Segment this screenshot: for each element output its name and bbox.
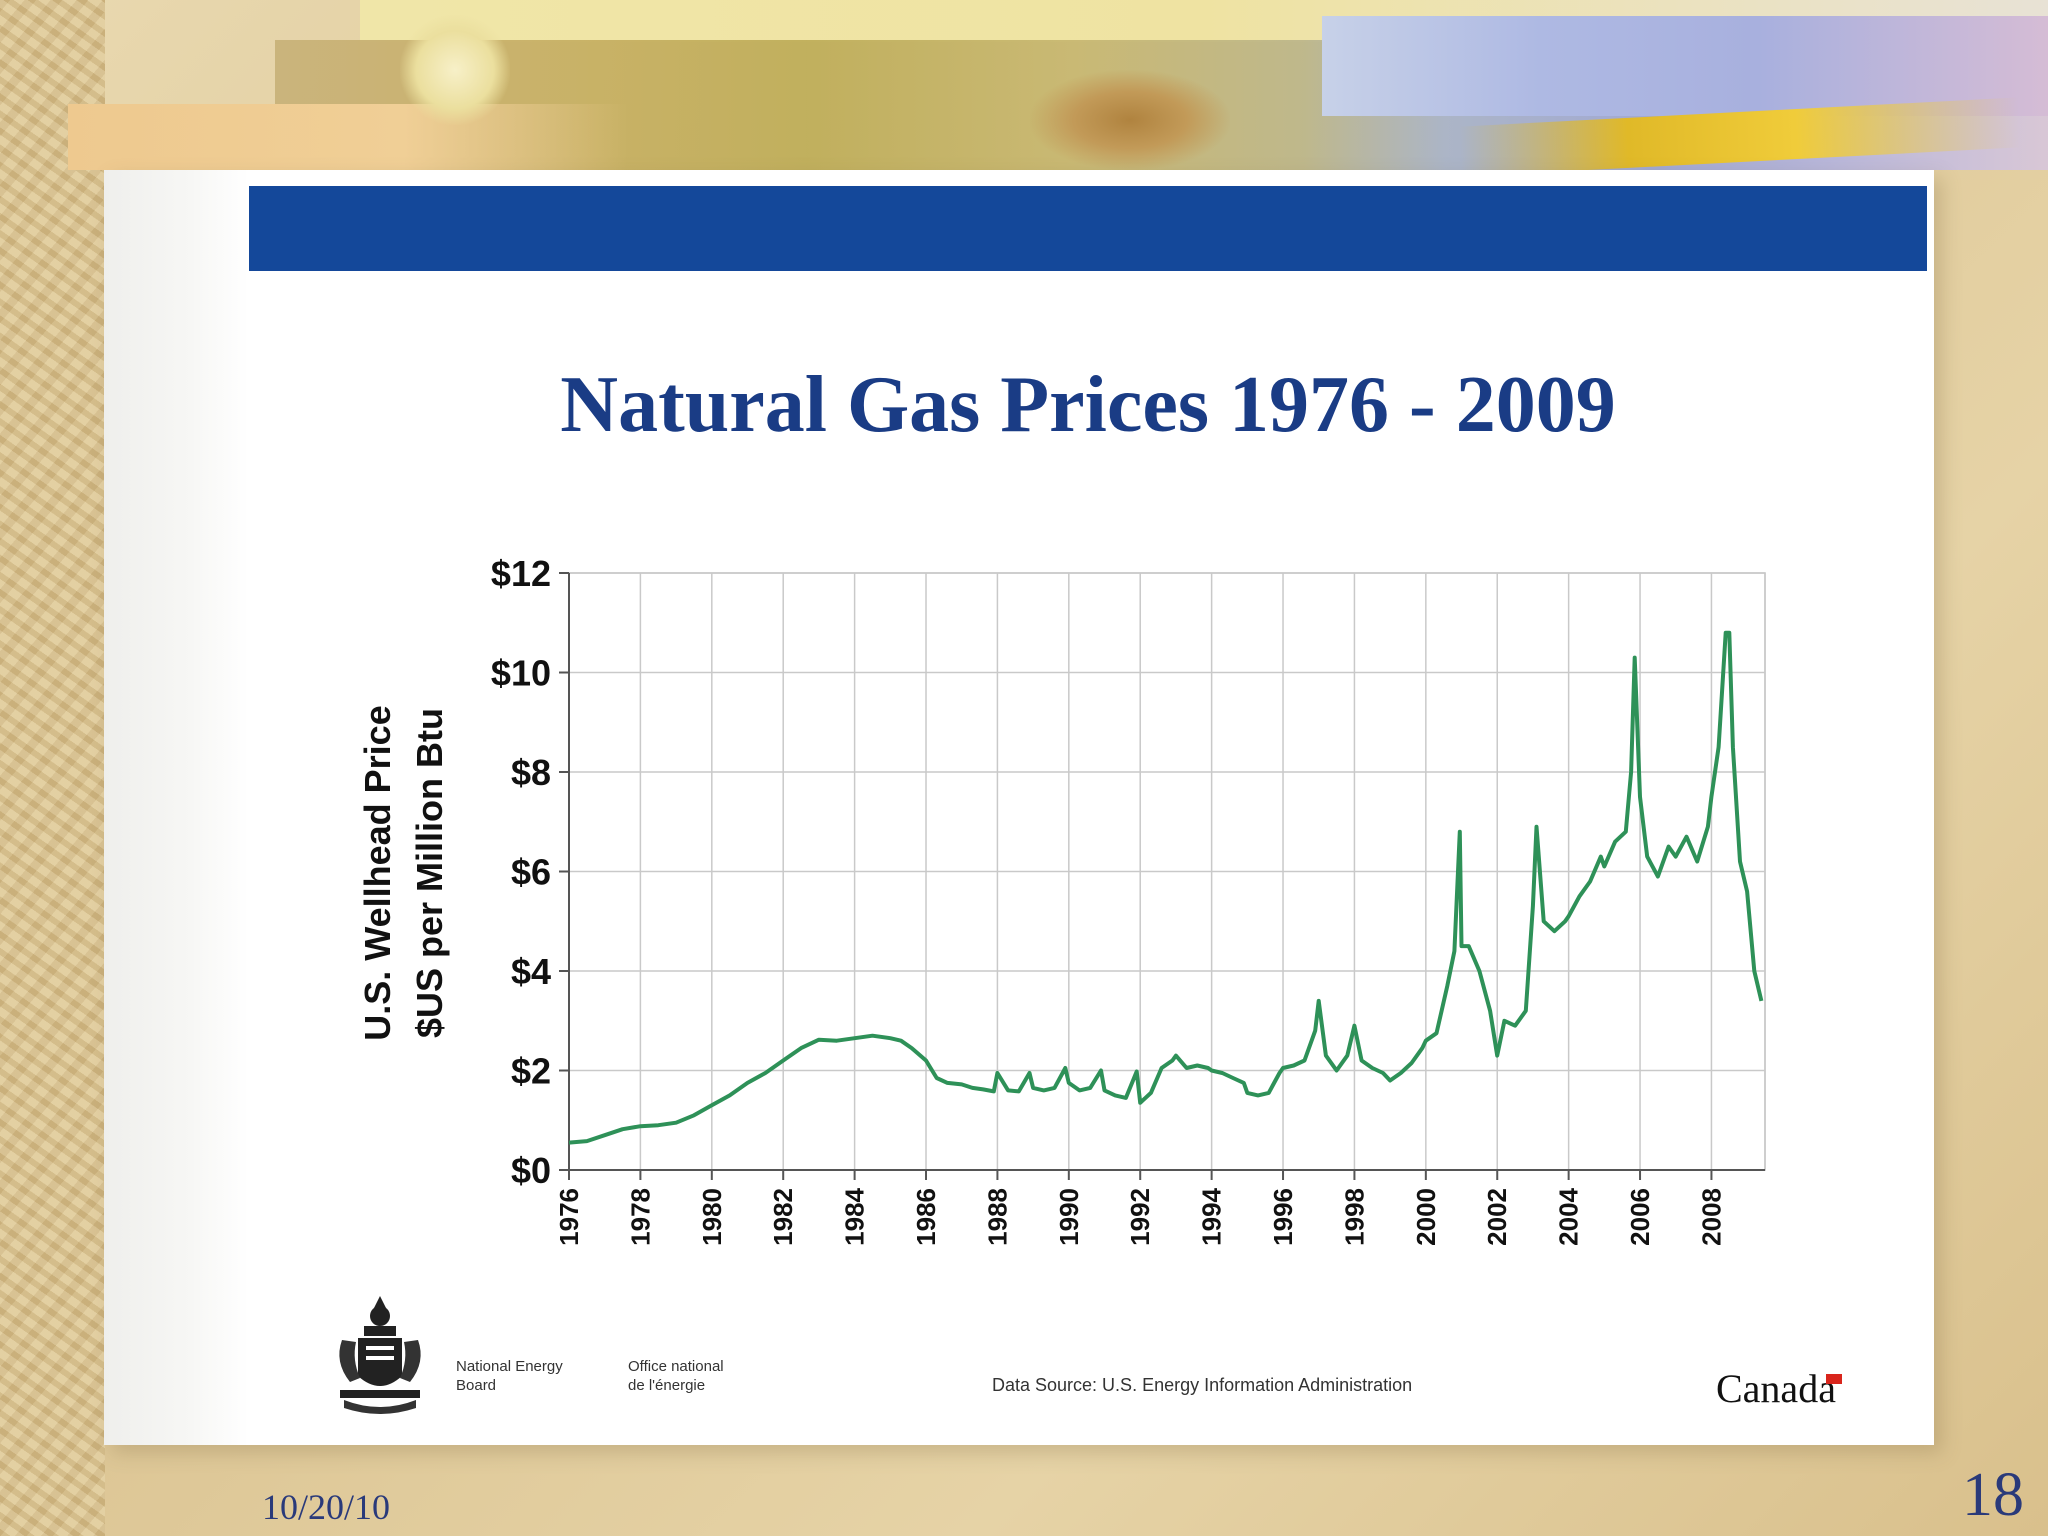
org-name-en: National Energy Board bbox=[456, 1357, 563, 1395]
x-tick-label: 2008 bbox=[1696, 1188, 1726, 1246]
leaf-decoration bbox=[400, 15, 510, 125]
x-tick-label: 2004 bbox=[1554, 1187, 1584, 1245]
flower-decoration bbox=[1322, 16, 2048, 116]
org-name-en-line2: Board bbox=[456, 1377, 497, 1394]
x-tick-label: 1986 bbox=[911, 1188, 941, 1246]
y-tick-label: $0 bbox=[511, 1150, 551, 1191]
x-tick-label: 1978 bbox=[625, 1188, 655, 1246]
slide-panel-shade bbox=[104, 170, 249, 1445]
slide-number: 18 bbox=[1962, 1461, 2024, 1529]
x-tick-label: 1982 bbox=[768, 1188, 798, 1246]
x-tick-label: 1992 bbox=[1125, 1188, 1155, 1246]
y-tick-label: $6 bbox=[511, 852, 551, 893]
y-tick-label: $10 bbox=[491, 653, 551, 694]
y-tick-label: $4 bbox=[511, 951, 551, 992]
y-tick-label: $12 bbox=[491, 553, 551, 594]
y-axis-title: U.S. Wellhead Price bbox=[357, 705, 398, 1040]
x-tick-label: 1976 bbox=[554, 1188, 584, 1246]
x-tick-label: 2006 bbox=[1625, 1188, 1655, 1246]
series-line bbox=[568, 630, 1764, 1145]
y-tick-label: $2 bbox=[511, 1051, 551, 1092]
org-name-en-line1: National Energy bbox=[456, 1358, 563, 1375]
chart-ticks: $0 $2 $4 $6 $8 $10 $12 1976 1978 1980 1982 1984 1986… bbox=[491, 553, 1727, 1246]
x-tick-label: 1984 bbox=[840, 1187, 870, 1245]
org-name-fr: Office national de l'énergie bbox=[628, 1357, 724, 1395]
org-name-fr-line1: Office national bbox=[628, 1358, 724, 1375]
x-tick-label: 1980 bbox=[697, 1188, 727, 1246]
background-texture bbox=[0, 0, 105, 1536]
y-tick-label: $8 bbox=[511, 752, 551, 793]
header-bar bbox=[249, 186, 1927, 271]
chart-series bbox=[568, 630, 1764, 1145]
x-tick-label: 1990 bbox=[1054, 1188, 1084, 1246]
x-tick-label: 1988 bbox=[982, 1188, 1012, 1246]
banner-accent-strip bbox=[68, 104, 628, 170]
x-tick-label: 2002 bbox=[1482, 1188, 1512, 1246]
x-tick-label: 2000 bbox=[1411, 1188, 1441, 1246]
leaf-decoration bbox=[1030, 70, 1230, 170]
x-tick-label: 1998 bbox=[1339, 1188, 1369, 1246]
footer-date: 10/20/10 bbox=[262, 1487, 391, 1527]
canada-wordmark: Canada bbox=[1716, 1366, 1836, 1411]
org-name-fr-line2: de l'énergie bbox=[628, 1377, 706, 1394]
data-source-note: Data Source: U.S. Energy Information Adm… bbox=[992, 1375, 1413, 1395]
x-tick-label: 1994 bbox=[1197, 1187, 1227, 1245]
x-tick-label: 1996 bbox=[1268, 1188, 1298, 1246]
flag-icon bbox=[1826, 1374, 1842, 1384]
coat-of-arms-icon bbox=[339, 1296, 421, 1414]
chart-title: Natural Gas Prices 1976 - 2009 bbox=[560, 361, 1616, 449]
y-axis-subtitle: $US per Million Btu bbox=[409, 708, 450, 1038]
chart-axes bbox=[559, 572, 1765, 1180]
